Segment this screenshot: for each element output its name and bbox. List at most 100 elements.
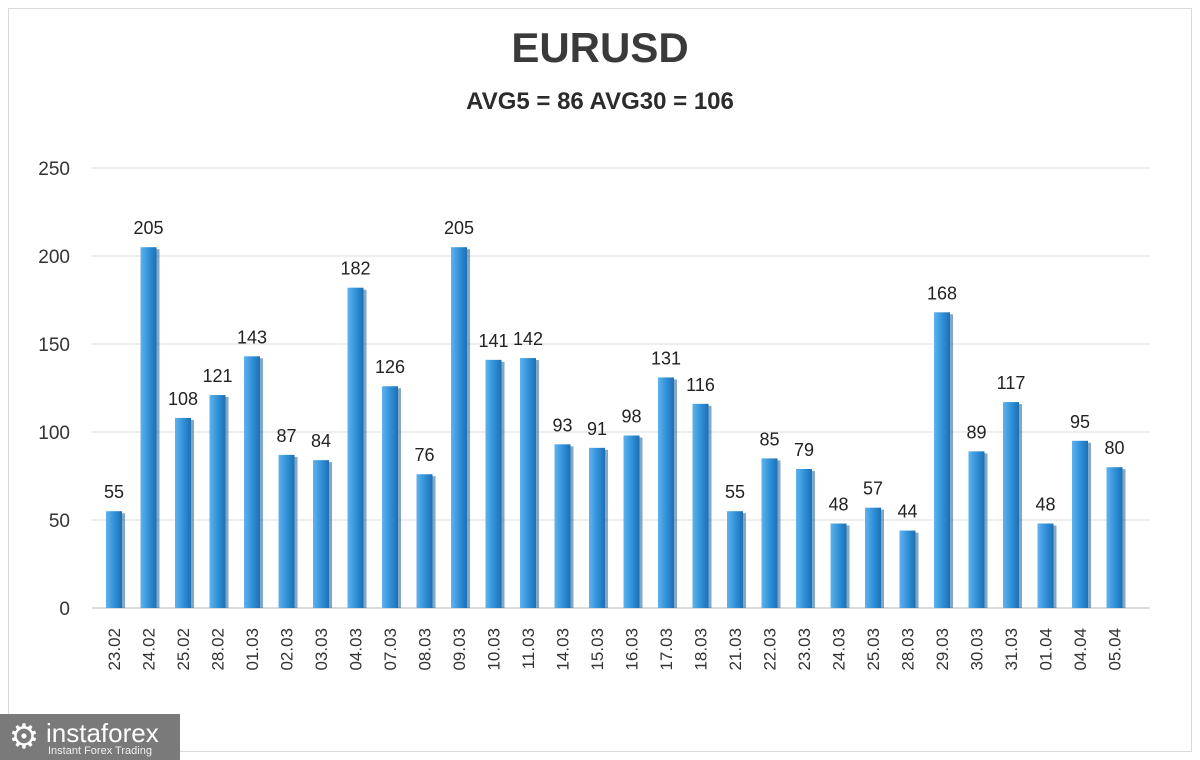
bar (382, 386, 398, 608)
bar (209, 395, 226, 608)
data-label: 55 (725, 482, 745, 502)
bar (485, 359, 502, 608)
data-label: 91 (587, 419, 607, 439)
x-tick-label: 23.02 (105, 628, 124, 671)
data-label: 85 (759, 429, 779, 449)
x-tick-label: 01.03 (243, 628, 262, 671)
y-tick-label: 100 (38, 423, 70, 444)
logo-name: instaforex (46, 718, 159, 748)
data-label: 142 (513, 329, 543, 349)
bar (175, 417, 191, 608)
bar (347, 287, 364, 608)
x-tick-label: 30.03 (968, 628, 987, 671)
data-label: 205 (444, 218, 474, 238)
y-tick-label: 50 (49, 511, 70, 532)
x-tick-label: 24.02 (140, 628, 159, 671)
gear-icon: ⚙ (8, 718, 40, 756)
data-label: 76 (414, 445, 434, 465)
bar (520, 358, 536, 608)
bar (727, 511, 743, 608)
data-label: 117 (997, 373, 1026, 393)
bar (554, 444, 571, 608)
chart-subtitle: AVG5 = 86 AVG30 = 106 (466, 88, 734, 115)
data-label: 93 (552, 415, 572, 435)
x-tick-label: 22.03 (761, 628, 780, 671)
x-tick-label: 25.02 (174, 628, 193, 671)
data-label: 48 (1035, 495, 1055, 515)
bar (416, 474, 433, 608)
x-tick-label: 18.03 (692, 628, 711, 671)
data-label: 168 (927, 283, 957, 303)
bar (1072, 440, 1088, 608)
x-tick-label: 09.03 (450, 628, 469, 671)
bar (899, 530, 916, 608)
x-tick-label: 11.03 (519, 628, 538, 669)
data-label: 44 (897, 502, 917, 522)
data-label: 79 (794, 440, 814, 460)
data-label: 205 (133, 218, 163, 238)
data-label: 87 (276, 426, 296, 446)
x-tick-label: 14.03 (554, 628, 573, 671)
data-label: 80 (1104, 438, 1124, 458)
y-tick-label: 0 (59, 599, 70, 620)
data-label: 121 (202, 366, 232, 386)
chart-frame (8, 8, 1192, 752)
bar (1037, 523, 1054, 608)
x-tick-label: 07.03 (381, 628, 400, 671)
data-label: 84 (311, 431, 331, 451)
bar (589, 447, 605, 608)
bar (761, 458, 778, 608)
data-label: 95 (1070, 412, 1090, 432)
x-tick-label: 16.03 (623, 628, 642, 671)
x-tick-label: 24.03 (830, 628, 849, 671)
x-tick-label: 23.03 (795, 628, 814, 671)
bar (278, 454, 295, 608)
x-tick-label: 02.03 (278, 628, 297, 671)
bar (968, 451, 985, 608)
bar (796, 468, 812, 608)
x-tick-label: 03.03 (312, 628, 331, 671)
data-label: 116 (686, 375, 715, 395)
data-label: 55 (104, 482, 124, 502)
x-axis-ticks: 23.02 24.02 25.02 28.02 01.03 02.03 03.03 04.03… (105, 628, 1125, 671)
x-tick-label: 31.03 (1002, 628, 1021, 671)
x-tick-label: 25.03 (864, 628, 883, 671)
bar (140, 247, 157, 608)
bar (934, 312, 950, 608)
bar (658, 377, 674, 608)
x-tick-label: 10.03 (485, 628, 504, 671)
bars (106, 247, 1126, 608)
bar (623, 435, 640, 608)
instaforex-logo: ⚙ instaforex Instant Forex Trading (0, 714, 180, 760)
data-label: 126 (375, 357, 405, 377)
x-tick-label: 05.04 (1106, 628, 1125, 671)
bar (865, 507, 881, 608)
x-tick-label: 17.03 (657, 628, 676, 671)
bar (830, 523, 847, 608)
bar (313, 460, 329, 608)
x-tick-label: 28.03 (899, 628, 918, 671)
data-label: 108 (168, 389, 198, 409)
bar (1106, 467, 1123, 608)
bar (692, 403, 709, 608)
data-label: 143 (237, 327, 267, 347)
y-tick-label: 250 (38, 159, 70, 180)
x-tick-label: 04.04 (1071, 628, 1090, 671)
bar (244, 356, 260, 608)
logo-tagline: Instant Forex Trading (48, 745, 152, 757)
x-tick-label: 28.02 (209, 628, 228, 671)
x-tick-label: 01.04 (1037, 628, 1056, 671)
data-label: 57 (863, 479, 883, 499)
data-label: 98 (621, 407, 641, 427)
data-label: 89 (966, 422, 986, 442)
x-tick-label: 29.03 (933, 628, 952, 671)
y-axis-ticks: 0 50 100 150 200 250 (38, 159, 70, 620)
data-label: 182 (340, 259, 370, 279)
y-tick-label: 200 (38, 247, 70, 268)
data-label: 141 (478, 331, 508, 351)
data-label: 48 (828, 495, 848, 515)
x-tick-label: 21.03 (726, 628, 745, 671)
chart-title: EURUSD (511, 24, 689, 71)
bar (451, 247, 467, 608)
